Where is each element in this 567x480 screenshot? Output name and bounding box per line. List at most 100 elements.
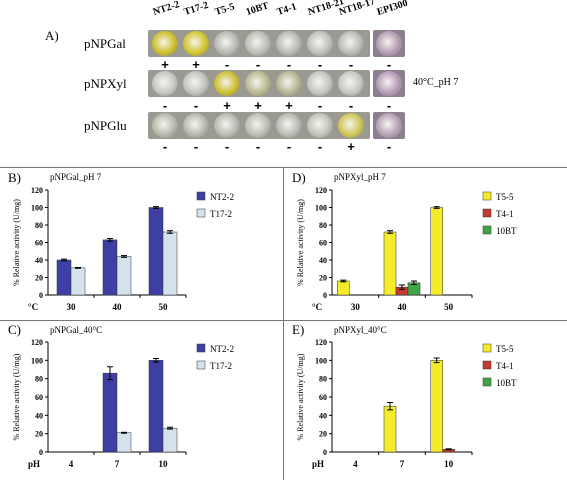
negative-sign: - xyxy=(193,139,199,154)
y-axis-label: % Relative activity (U/mg) xyxy=(296,199,305,286)
negative-sign: - xyxy=(193,98,199,113)
column-header-t4-1: T4-1 xyxy=(275,1,299,19)
well xyxy=(338,113,364,138)
legend-label-t5-5: T5-5 xyxy=(496,192,514,202)
x-tick-label: 7 xyxy=(115,459,120,469)
column-header-nt2-2: NT2-2 xyxy=(151,0,181,18)
bar-t5-5-10 xyxy=(430,360,443,453)
positive-sign: + xyxy=(254,98,262,113)
y-tick-label: 100 xyxy=(315,356,327,365)
y-tick-label: 100 xyxy=(31,356,43,365)
legend-label-t5-5: T5-5 xyxy=(496,344,514,354)
bar-nt2-2-40 xyxy=(102,239,118,296)
vertical-divider xyxy=(283,167,284,480)
negative-sign: - xyxy=(348,57,354,72)
y-tick-label: 80 xyxy=(319,375,327,384)
legend-swatch-10bt xyxy=(482,377,492,387)
y-tick-label: 0 xyxy=(39,448,43,457)
negative-sign: - xyxy=(162,98,168,113)
negative-sign: - xyxy=(317,57,323,72)
negative-sign: - xyxy=(386,98,392,113)
positive-sign: + xyxy=(161,57,169,72)
column-header-10bt: 10BT xyxy=(244,0,271,19)
bar-t17-2-30 xyxy=(70,267,86,296)
y-tick-label: 0 xyxy=(39,291,43,300)
positive-sign: + xyxy=(347,139,355,154)
y-tick-label: 120 xyxy=(31,186,43,195)
chart-b-pnpgal-ph7: B) pNPGal_pH 7 % Relative activity (U/mg) 0… xyxy=(8,170,234,312)
legend-label-t4-1: T4-1 xyxy=(496,209,514,219)
legend-swatch-t4-1 xyxy=(482,208,492,218)
y-tick-label: 20 xyxy=(319,430,327,439)
legend-swatch-nt2-2 xyxy=(196,191,206,201)
y-axis-label: % Relative activity (U/mg) xyxy=(296,353,305,440)
negative-sign: - xyxy=(386,139,392,154)
chart-d-pnpxyl-ph7: D) pNPXyl_pH 7 % Relative activity (U/mg) 0… xyxy=(292,170,517,312)
negative-sign: - xyxy=(224,139,230,154)
well xyxy=(245,31,271,56)
column-header-t17-2: T17-2 xyxy=(182,0,210,18)
y-tick-label: 60 xyxy=(35,239,43,248)
bar-t5-5-40 xyxy=(383,231,397,296)
x-tick-label: 30 xyxy=(67,302,77,312)
well xyxy=(183,31,209,56)
well xyxy=(152,31,178,56)
well xyxy=(376,31,402,56)
well xyxy=(152,71,178,96)
y-tick-label: 40 xyxy=(319,256,327,265)
legend-label-nt2-2: NT2-2 xyxy=(210,344,234,354)
y-tick-label: 100 xyxy=(31,204,43,213)
y-axis-label: % Relative activity (U/mg) xyxy=(12,199,21,286)
well xyxy=(307,113,333,138)
x-tick-label: 50 xyxy=(444,302,454,312)
legend-swatch-t17-2 xyxy=(196,208,206,218)
legend-swatch-t17-2 xyxy=(196,360,206,370)
negative-sign: - xyxy=(386,57,392,72)
negative-sign: - xyxy=(317,98,323,113)
chart-title: pNPGal_40°C xyxy=(50,325,102,335)
y-tick-label: 40 xyxy=(35,411,43,420)
x-tick-label: 10 xyxy=(444,459,454,469)
y-tick-label: 100 xyxy=(315,204,327,213)
chart-title: pNPGal_pH 7 xyxy=(50,172,102,182)
bar-t17-2-10 xyxy=(162,427,178,453)
x-axis-unit: °C xyxy=(312,302,322,312)
y-tick-label: 20 xyxy=(319,274,327,283)
y-tick-label: 40 xyxy=(35,256,43,265)
y-tick-label: 40 xyxy=(319,411,327,420)
well xyxy=(376,71,402,96)
panel-letter: C) xyxy=(8,322,21,337)
x-tick-label: 40 xyxy=(398,302,408,312)
legend-label-t4-1: T4-1 xyxy=(496,361,514,371)
condition-note: 40°C_pH 7 xyxy=(413,77,459,88)
x-axis-unit: °C xyxy=(28,302,38,312)
x-tick-label: 40 xyxy=(113,302,123,312)
y-tick-label: 0 xyxy=(323,291,327,300)
row-label-pnpglu: pNPGlu xyxy=(84,118,127,133)
negative-sign: - xyxy=(317,139,323,154)
well xyxy=(214,113,240,138)
bar-nt2-2-30 xyxy=(56,259,72,296)
legend-swatch-10bt xyxy=(482,225,492,235)
panel-letter: D) xyxy=(292,170,306,185)
y-tick-label: 60 xyxy=(319,239,327,248)
well xyxy=(245,71,271,96)
bar-t17-2-40 xyxy=(116,256,132,296)
well xyxy=(276,113,302,138)
x-tick-label: 30 xyxy=(351,302,361,312)
panel-letter: E) xyxy=(292,322,304,337)
well xyxy=(183,71,209,96)
legend-label-10bt: 10BT xyxy=(496,226,517,236)
legend-swatch-t5-5 xyxy=(482,191,492,201)
y-tick-label: 60 xyxy=(35,393,43,402)
y-tick-label: 20 xyxy=(35,430,43,439)
chart-title: pNPXyl_pH 7 xyxy=(334,172,386,182)
well xyxy=(338,71,364,96)
positive-sign: + xyxy=(192,57,200,72)
negative-sign: - xyxy=(286,139,292,154)
negative-sign: - xyxy=(255,139,261,154)
negative-sign: - xyxy=(224,57,230,72)
bar-t17-2-7 xyxy=(116,432,132,453)
well xyxy=(307,71,333,96)
panel-a-letter: A) xyxy=(45,28,59,43)
